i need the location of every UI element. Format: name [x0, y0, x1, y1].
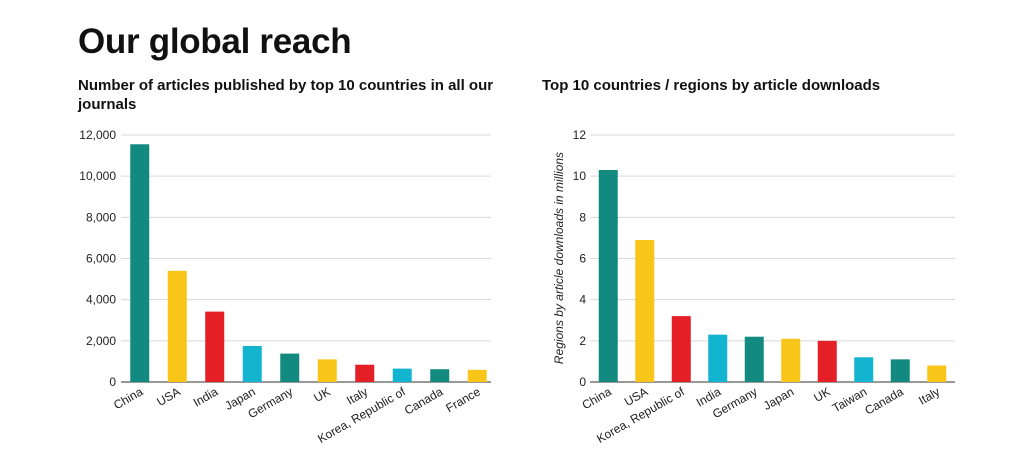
x-tick-label: India [191, 384, 221, 409]
x-tick-label: Canada [862, 384, 906, 417]
y-tick-label: 4 [579, 293, 586, 307]
y-tick-label: 2 [579, 334, 586, 348]
y-tick-label: 8 [579, 210, 586, 224]
x-tick-label: Italy [916, 384, 942, 407]
bar [598, 169, 618, 382]
x-tick-label: France [443, 384, 483, 415]
page-title: Our global reach [78, 22, 352, 61]
x-tick-label: Taiwan [830, 384, 869, 415]
bar [708, 334, 728, 382]
bar [392, 368, 412, 382]
y-tick-label: 2,000 [86, 334, 116, 348]
bar [671, 316, 691, 382]
bar [130, 144, 150, 382]
bar [167, 270, 187, 382]
y-tick-label: 6 [579, 252, 586, 266]
y-tick-label: 12,000 [79, 128, 116, 142]
x-tick-label: UK [811, 384, 832, 404]
bar [430, 369, 450, 382]
y-axis-label: Regions by article downloads in millions [552, 152, 566, 364]
chart-articles: 0 2,000 4,000 6,000 8,000 10,000 12,000 China US… [79, 128, 491, 446]
bar [467, 369, 487, 382]
chart-title-articles: Number of articles published by top 10 c… [78, 77, 494, 113]
x-tick-label: USA [154, 384, 182, 408]
bar [890, 359, 910, 382]
bar [744, 336, 764, 382]
bar [242, 345, 262, 382]
y-tick-label: 10,000 [79, 169, 116, 183]
bar [317, 359, 337, 382]
chart-title-downloads: Top 10 countries / regions by article do… [542, 77, 881, 94]
bar [280, 353, 300, 382]
y-tick-label: 0 [579, 375, 586, 389]
y-tick-label: 4,000 [86, 293, 116, 307]
x-tick-label: UK [311, 384, 332, 404]
x-tick-label: Japan [761, 384, 796, 412]
bar [205, 311, 225, 382]
bar [854, 357, 874, 382]
bar [817, 340, 837, 382]
y-tick-label: 10 [573, 169, 587, 183]
bar [635, 239, 655, 382]
y-tick-label: 12 [573, 128, 587, 142]
y-tick-label: 6,000 [86, 252, 116, 266]
x-tick-label: China [111, 384, 145, 412]
y-tick-label: 0 [109, 375, 116, 389]
bar [927, 365, 947, 382]
bar [781, 338, 801, 382]
x-tick-label: Canada [402, 384, 446, 417]
y-tick-label: 8,000 [86, 210, 116, 224]
bar [355, 364, 375, 382]
